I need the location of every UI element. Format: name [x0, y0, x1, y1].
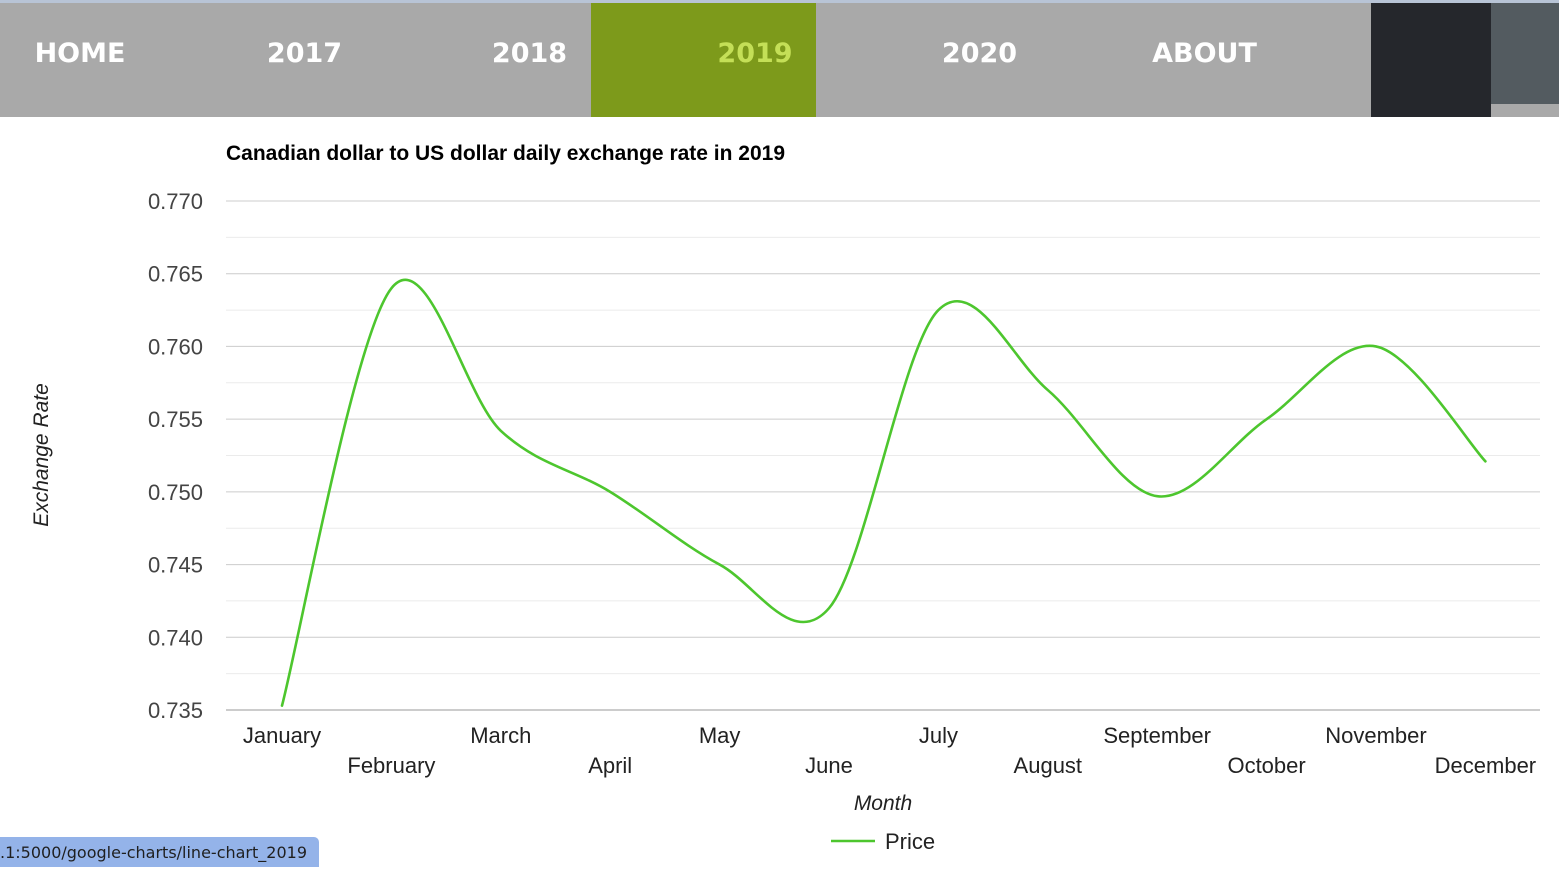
- x-tick-label: September: [1103, 723, 1211, 748]
- y-tick-label: 0.765: [148, 262, 203, 287]
- nav-2020-link[interactable]: 2020: [941, 38, 1018, 69]
- nav-2019-link[interactable]: 2019: [591, 3, 816, 117]
- chart-series: [280, 278, 1487, 707]
- legend-label: Price: [885, 829, 935, 854]
- y-tick-label: 0.770: [148, 189, 203, 214]
- line-chart: Canadian dollar to US dollar daily excha…: [30, 142, 1540, 854]
- y-tick-label: 0.745: [148, 553, 203, 578]
- x-tick-label: December: [1435, 753, 1536, 778]
- y-tick-label: 0.760: [148, 334, 203, 359]
- nav-2018-link[interactable]: 2018: [491, 38, 568, 69]
- y-tick-label: 0.735: [148, 698, 203, 723]
- chart-title: Canadian dollar to US dollar daily excha…: [226, 142, 785, 165]
- x-tick-label: January: [243, 723, 321, 748]
- x-tick-label: May: [699, 723, 741, 748]
- series-line-price: [280, 278, 1487, 707]
- y-axis-tick-labels: 0.735 0.740 0.745 0.750 0.755 0.760 0.765 0.770: [148, 189, 203, 723]
- x-tick-label: July: [919, 723, 958, 748]
- nav-2017-link[interactable]: 2017: [266, 38, 343, 69]
- chart-gridlines: [226, 200, 1540, 711]
- window-top-border: [0, 0, 1559, 3]
- x-tick-label: March: [470, 723, 531, 748]
- y-tick-label: 0.740: [148, 625, 203, 650]
- x-axis-label: Month: [854, 792, 912, 815]
- line-chart-container: Canadian dollar to US dollar daily excha…: [0, 117, 1559, 867]
- x-tick-label: April: [588, 753, 632, 778]
- chart-legend: Price: [831, 829, 935, 854]
- x-tick-label: October: [1227, 753, 1305, 778]
- x-axis-tick-labels: January February March April May June July Augu…: [243, 723, 1536, 778]
- y-axis-label: Exchange Rate: [30, 383, 53, 527]
- x-tick-label: November: [1325, 723, 1426, 748]
- nav-home-link[interactable]: HOME: [34, 38, 126, 69]
- nav-slate-block: [1491, 3, 1559, 104]
- x-tick-label: February: [347, 753, 435, 778]
- y-tick-label: 0.755: [148, 407, 203, 432]
- nav-about-link[interactable]: ABOUT: [1152, 38, 1257, 69]
- top-navigation-bar: HOME 2017 2018 2019 2020 ABOUT: [0, 3, 1559, 117]
- status-bar-url: .1:5000/google-charts/line-chart_2019: [0, 837, 319, 867]
- nav-dark-block: [1371, 3, 1491, 117]
- x-tick-label: August: [1014, 753, 1083, 778]
- x-tick-label: June: [805, 753, 853, 778]
- y-tick-label: 0.750: [148, 480, 203, 505]
